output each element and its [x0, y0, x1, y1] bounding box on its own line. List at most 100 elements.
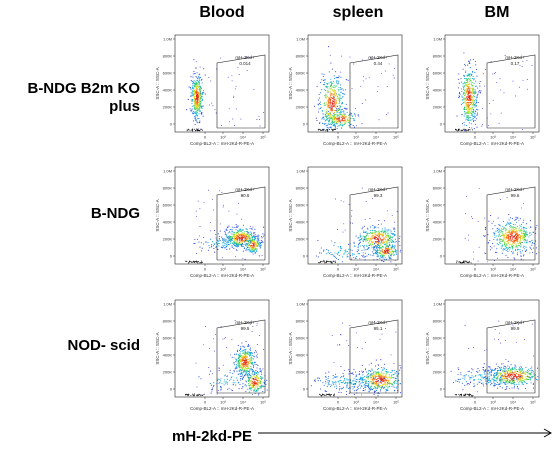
event-dot [319, 261, 321, 263]
event-dot [329, 126, 331, 128]
event-dot [256, 371, 258, 373]
event-dot [241, 377, 244, 379]
event-dot [332, 114, 334, 116]
event-dot [343, 378, 346, 380]
event-dot [365, 240, 367, 242]
event-dot [469, 117, 472, 119]
event-dot [333, 98, 335, 101]
event-dot [323, 84, 326, 86]
event-dot [223, 242, 225, 244]
event-dot [473, 128, 475, 130]
event-dot [388, 63, 390, 65]
event-dot [500, 247, 502, 249]
event-dot [222, 338, 224, 340]
event-dot [258, 245, 260, 247]
event-dot [520, 252, 522, 254]
event-dot [320, 81, 322, 83]
event-dot [386, 229, 388, 231]
event-dot [195, 117, 197, 119]
event-dot [364, 231, 366, 233]
event-dot [326, 126, 328, 128]
event-dot [320, 395, 322, 397]
event-dot [214, 108, 216, 110]
event-dot [379, 248, 381, 250]
event-dot [533, 247, 534, 249]
event-dot [331, 107, 333, 109]
event-dot [516, 254, 518, 256]
event-dot [253, 390, 255, 392]
event-dot [254, 388, 256, 390]
event-dot [195, 80, 197, 82]
event-dot [322, 261, 324, 263]
event-dot [239, 238, 241, 241]
event-dot [469, 89, 471, 91]
event-dot [399, 392, 401, 394]
event-dot [386, 233, 388, 235]
event-dot [245, 361, 247, 363]
column-header-spleen: spleen [332, 4, 384, 21]
event-dot [341, 261, 343, 263]
event-dot [355, 258, 357, 260]
event-dot [472, 104, 474, 106]
event-dot [265, 383, 267, 385]
event-dot [337, 120, 339, 122]
event-dot [337, 259, 339, 261]
event-dot [245, 381, 247, 383]
event-dot [243, 356, 245, 358]
event-dot [253, 373, 256, 375]
event-dot [227, 388, 229, 390]
event-dot [456, 129, 458, 131]
event-dot [383, 252, 386, 254]
event-dot [394, 228, 396, 230]
plot-frame [174, 34, 270, 133]
event-dot [476, 95, 478, 97]
event-dot [257, 388, 259, 390]
event-dot [374, 251, 376, 253]
event-dot [496, 239, 498, 241]
event-dot [384, 70, 386, 72]
event-dot [372, 241, 374, 243]
event-dot [329, 101, 331, 103]
event-dot [499, 239, 501, 241]
event-dot [228, 108, 230, 110]
event-dot [525, 233, 527, 235]
event-dot [240, 347, 242, 349]
event-dot [242, 359, 244, 361]
event-dot [333, 97, 335, 98]
event-dot [505, 239, 507, 241]
event-dot [459, 96, 461, 98]
event-dot [197, 130, 199, 131]
y-tick-label: 200K [163, 369, 173, 374]
event-dot [195, 84, 197, 86]
event-dot [466, 74, 468, 76]
event-dot [328, 106, 330, 108]
event-dot [529, 234, 531, 236]
event-dot [460, 88, 463, 90]
event-dot [342, 89, 344, 91]
column-header-bm: BM [484, 4, 510, 21]
x-tick-label: 10³ [220, 267, 226, 272]
event-dot [339, 105, 341, 107]
event-dot [200, 242, 202, 244]
event-dot [323, 89, 325, 91]
event-dot [228, 240, 230, 242]
event-dot [514, 219, 516, 221]
event-dot [379, 374, 382, 377]
event-dot [469, 59, 472, 61]
event-dot [395, 387, 397, 389]
y-tick-label: 400K [163, 219, 173, 224]
event-dot [470, 82, 472, 84]
event-dot [380, 385, 382, 387]
event-dot [193, 112, 195, 114]
event-dot [236, 236, 238, 238]
y-tick-label: 400K [433, 87, 443, 92]
event-dot [493, 233, 495, 235]
event-dot [192, 130, 194, 132]
event-dot [248, 391, 250, 393]
event-dot [526, 234, 528, 236]
event-dot [535, 228, 537, 230]
event-dot [327, 101, 329, 103]
event-dot [391, 232, 393, 235]
event-dot [217, 243, 219, 245]
event-dot [240, 346, 242, 348]
